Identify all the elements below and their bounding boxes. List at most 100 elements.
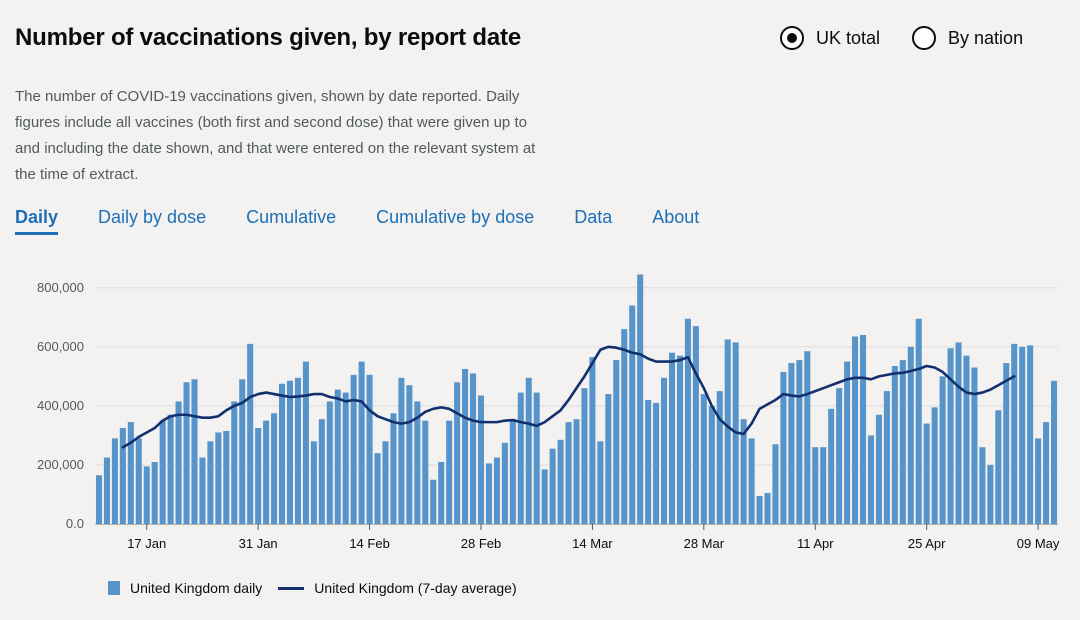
bar-daily[interactable] xyxy=(1035,438,1042,524)
radio-by-nation[interactable]: By nation xyxy=(912,26,1023,50)
bar-daily[interactable] xyxy=(422,420,429,524)
bar-daily[interactable] xyxy=(883,391,890,524)
bar-daily[interactable] xyxy=(342,392,349,524)
bar-daily[interactable] xyxy=(318,419,325,524)
bar-daily[interactable] xyxy=(637,274,644,524)
bar-daily[interactable] xyxy=(294,377,301,524)
radio-by-nation-circle[interactable] xyxy=(912,26,937,50)
bar-daily[interactable] xyxy=(302,361,309,524)
bar-daily[interactable] xyxy=(143,466,150,524)
bar-daily[interactable] xyxy=(326,401,333,524)
line-7-day-average[interactable] xyxy=(121,345,1016,449)
bar-daily[interactable] xyxy=(183,382,190,524)
bar-daily[interactable] xyxy=(159,420,166,524)
bar-daily[interactable] xyxy=(565,422,572,524)
bar-daily[interactable] xyxy=(1051,380,1058,524)
bar-daily[interactable] xyxy=(462,368,469,524)
bar-daily[interactable] xyxy=(95,475,103,524)
bar-daily[interactable] xyxy=(334,389,341,524)
tab-data[interactable]: Data xyxy=(574,207,613,227)
bar-daily[interactable] xyxy=(844,361,851,524)
bar-daily[interactable] xyxy=(915,318,922,524)
bar-daily[interactable] xyxy=(820,447,827,524)
bar-daily[interactable] xyxy=(366,374,373,524)
bar-daily[interactable] xyxy=(135,438,142,524)
bar-daily[interactable] xyxy=(1027,345,1034,524)
bar-daily[interactable] xyxy=(939,376,946,524)
tab-about[interactable]: About xyxy=(652,207,700,227)
bar-daily[interactable] xyxy=(414,401,421,524)
bar-daily[interactable] xyxy=(1003,363,1010,524)
bar-daily[interactable] xyxy=(103,457,110,524)
bar-daily[interactable] xyxy=(191,379,198,524)
bar-daily[interactable] xyxy=(756,495,763,524)
bar-daily[interactable] xyxy=(700,394,707,524)
bar-daily[interactable] xyxy=(812,447,819,524)
bar-daily[interactable] xyxy=(517,392,524,524)
bar-daily[interactable] xyxy=(740,419,747,524)
bar-daily[interactable] xyxy=(859,335,867,524)
bar-daily[interactable] xyxy=(963,355,970,524)
bar-daily[interactable] xyxy=(573,419,580,524)
bar-daily[interactable] xyxy=(716,391,723,524)
bar-daily[interactable] xyxy=(525,377,532,524)
bar-daily[interactable] xyxy=(446,420,453,524)
bar-daily[interactable] xyxy=(231,401,238,524)
bar-daily[interactable] xyxy=(167,414,174,524)
bar-daily[interactable] xyxy=(581,388,588,524)
tab-daily-by-dose[interactable]: Daily by dose xyxy=(98,207,207,227)
bar-daily[interactable] xyxy=(867,435,874,524)
bar-daily[interactable] xyxy=(175,401,182,524)
bar-daily[interactable] xyxy=(263,420,270,524)
bar-daily[interactable] xyxy=(279,383,286,524)
bar-daily[interactable] xyxy=(589,357,596,524)
bar-daily[interactable] xyxy=(668,352,676,524)
bar-daily[interactable] xyxy=(1019,346,1026,524)
bar-daily[interactable] xyxy=(406,385,413,524)
bar-daily[interactable] xyxy=(605,394,612,524)
bar-daily[interactable] xyxy=(358,361,365,524)
bar-daily[interactable] xyxy=(613,360,620,524)
bar-daily[interactable] xyxy=(350,374,357,524)
bar-daily[interactable] xyxy=(454,382,461,524)
bar-daily[interactable] xyxy=(875,414,882,524)
bar-daily[interactable] xyxy=(692,326,699,524)
bar-daily[interactable] xyxy=(470,373,477,524)
bar-daily[interactable] xyxy=(374,453,381,524)
bar-daily[interactable] xyxy=(828,408,835,524)
bar-daily[interactable] xyxy=(382,441,389,524)
bar-daily[interactable] xyxy=(804,351,811,524)
bar-daily[interactable] xyxy=(947,348,954,524)
bar-daily[interactable] xyxy=(286,380,294,524)
bar-daily[interactable] xyxy=(493,457,500,524)
bar-daily[interactable] xyxy=(899,360,906,524)
bar-daily[interactable] xyxy=(255,428,262,524)
bar-daily[interactable] xyxy=(541,469,548,524)
bar-daily[interactable] xyxy=(621,329,628,524)
bar-daily[interactable] xyxy=(955,342,962,524)
bar-daily[interactable] xyxy=(533,392,540,524)
bar-daily[interactable] xyxy=(979,447,986,524)
bar-daily[interactable] xyxy=(390,413,397,524)
tab-cumulative[interactable]: Cumulative xyxy=(246,207,337,227)
bar-daily[interactable] xyxy=(653,402,660,524)
bar-daily[interactable] xyxy=(684,318,691,524)
bar-daily[interactable] xyxy=(796,360,803,524)
bar-daily[interactable] xyxy=(151,461,158,524)
bar-daily[interactable] xyxy=(119,428,126,524)
bar-daily[interactable] xyxy=(247,343,254,524)
tab-daily[interactable]: Daily xyxy=(15,207,59,235)
bar-daily[interactable] xyxy=(271,413,278,524)
bar-daily[interactable] xyxy=(676,355,683,524)
bar-daily[interactable] xyxy=(987,464,994,524)
bar-daily[interactable] xyxy=(836,388,843,524)
bar-daily[interactable] xyxy=(1043,422,1050,524)
bar-daily[interactable] xyxy=(1011,343,1018,524)
bar-daily[interactable] xyxy=(661,377,668,524)
bar-daily[interactable] xyxy=(645,399,652,524)
bar-daily[interactable] xyxy=(708,405,715,524)
bar-daily[interactable] xyxy=(923,423,930,524)
bar-daily[interactable] xyxy=(509,419,516,524)
bar-daily[interactable] xyxy=(597,441,604,524)
bar-daily[interactable] xyxy=(127,422,134,524)
